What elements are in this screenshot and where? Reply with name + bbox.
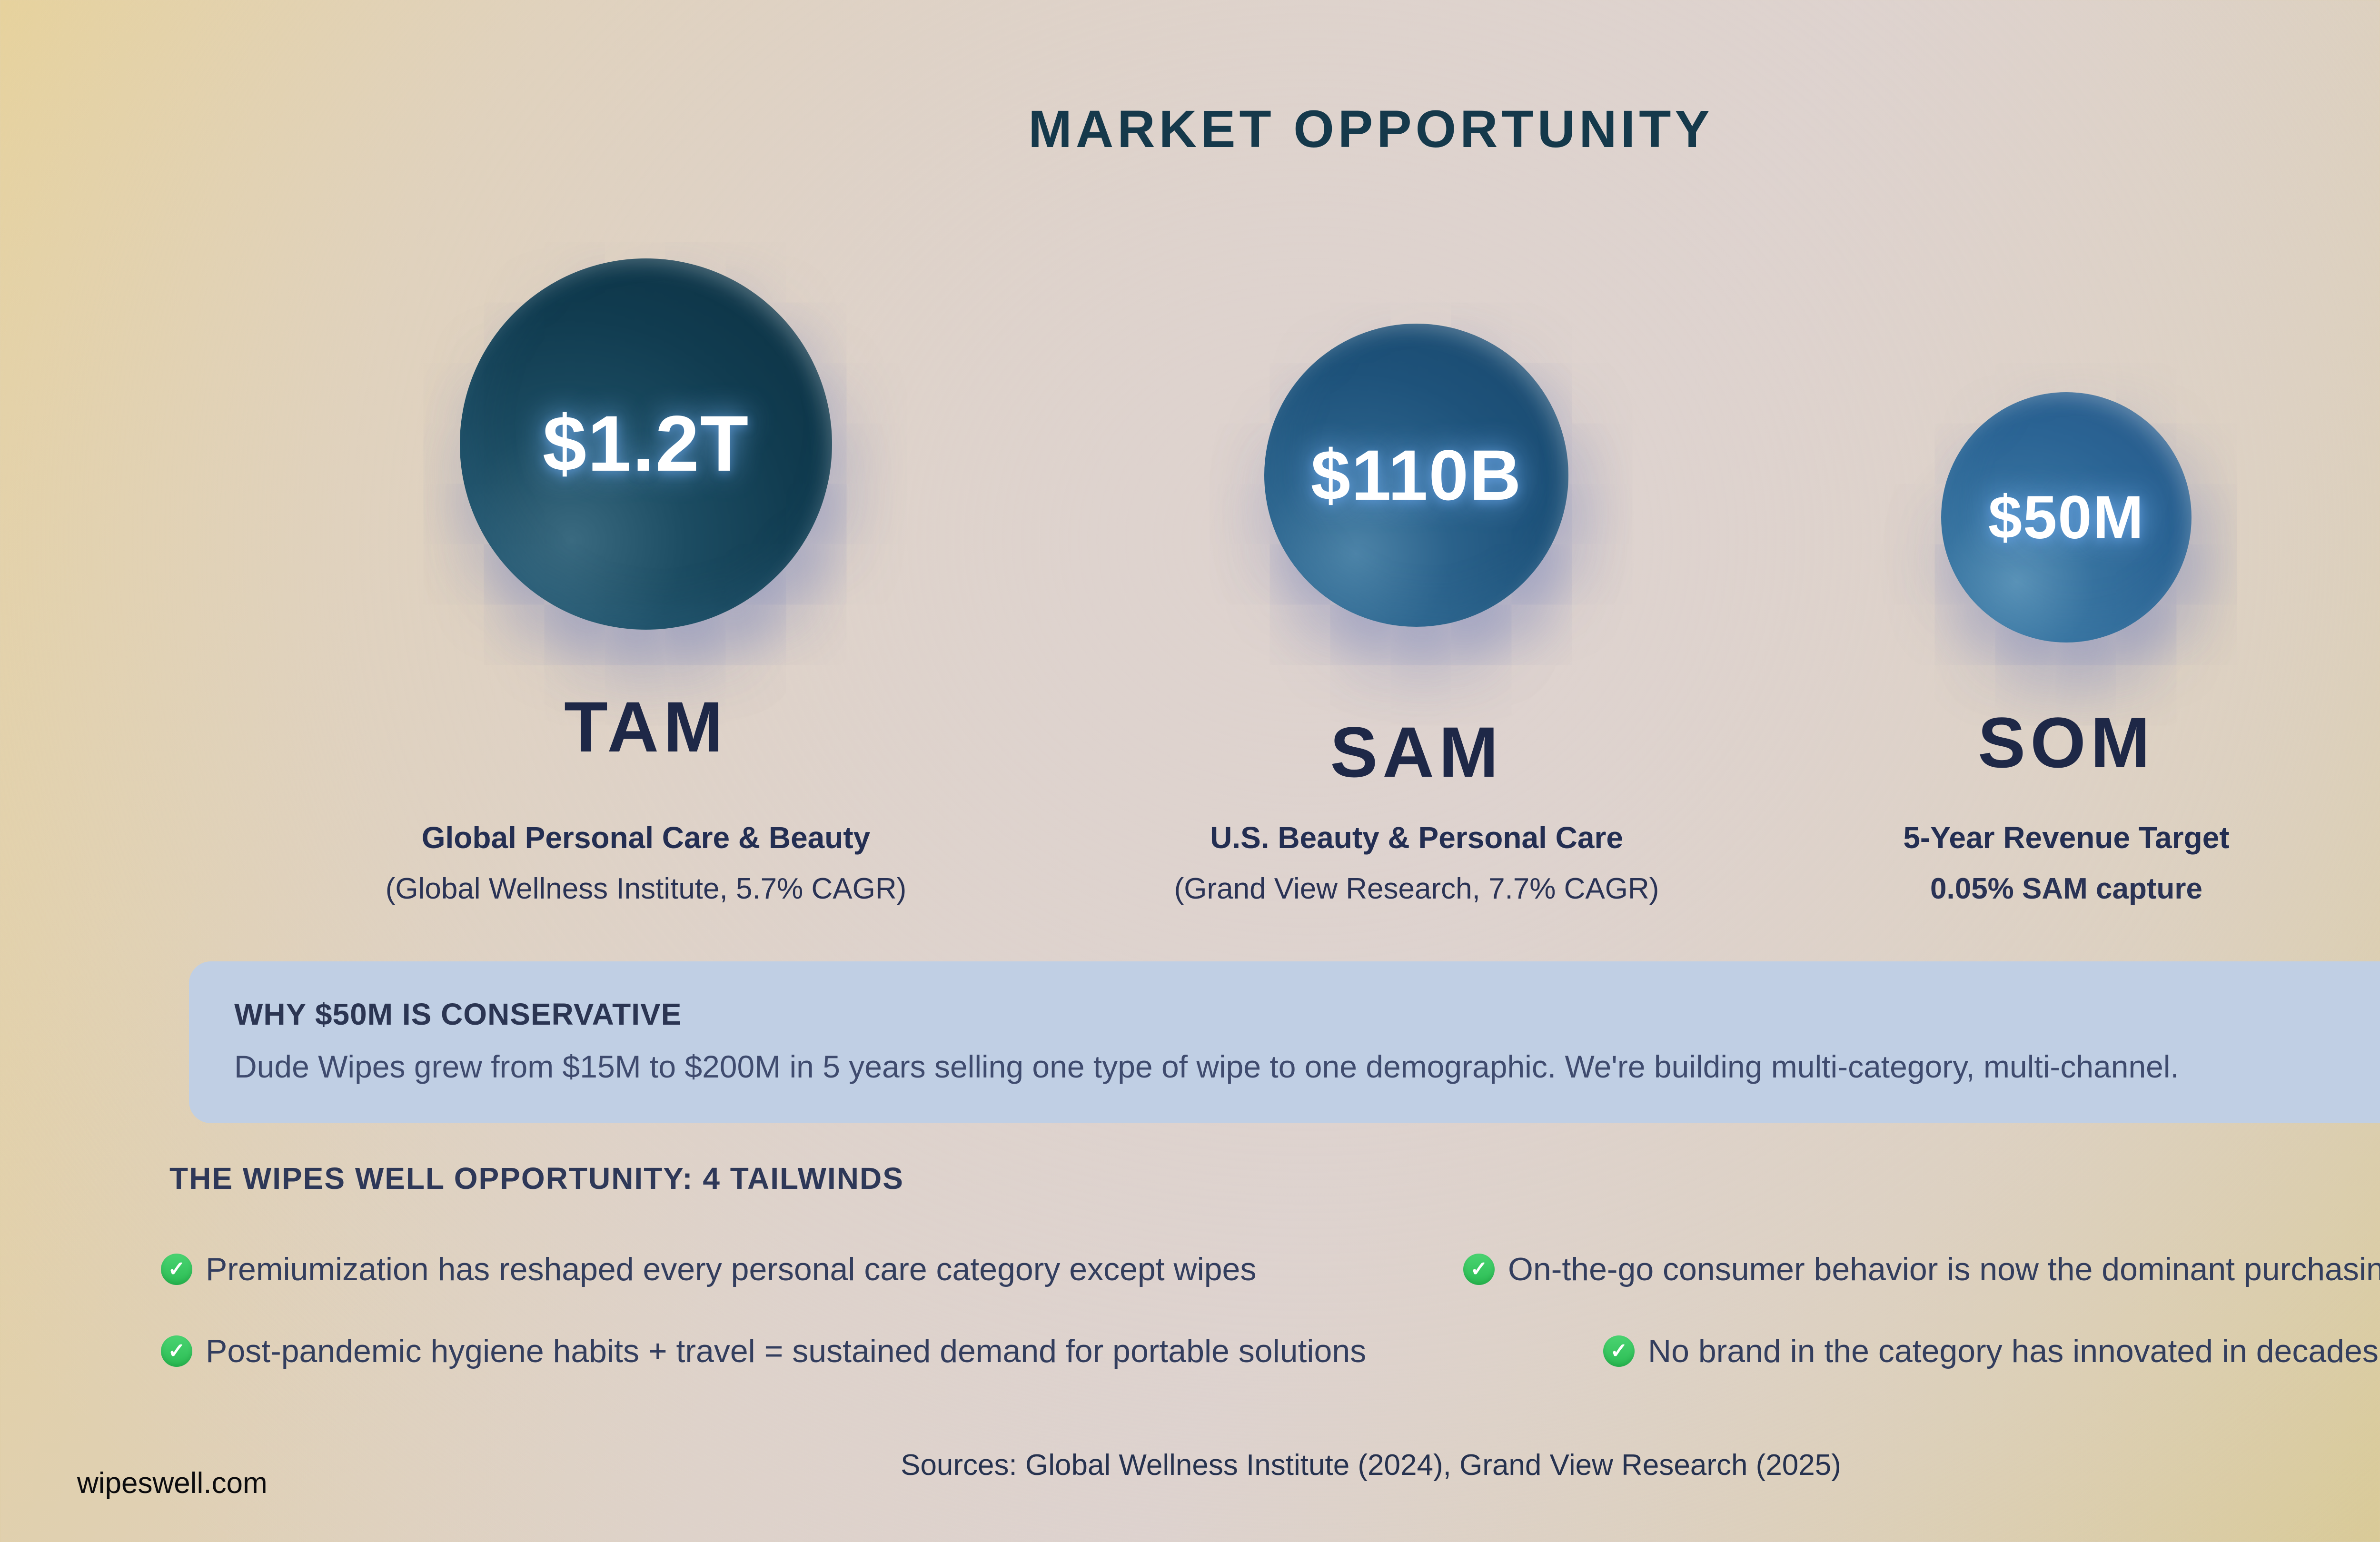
conservative-callout: WHY $50M IS CONSERVATIVE Dude Wipes grew… — [189, 961, 2380, 1123]
footer-website: wipeswell.com — [77, 1467, 268, 1500]
tailwind-text: On-the-go consumer behavior is now the d… — [1508, 1251, 2380, 1287]
check-icon: ✓ — [161, 1254, 192, 1285]
check-icon: ✓ — [1603, 1335, 1635, 1367]
tailwind-text: No brand in the category has innovated i… — [1648, 1333, 2379, 1369]
tam-column: TAM Global Personal Care & Beauty (Globa… — [265, 0, 1027, 1542]
som-description: 5-Year Revenue Target — [1903, 820, 2230, 855]
tam-value: $1.2T — [542, 400, 750, 488]
callout-body: Dude Wipes grew from $15M to $200M in 5 … — [234, 1049, 2179, 1084]
sam-label: SAM — [1330, 712, 1503, 792]
sam-column: SAM U.S. Beauty & Personal Care (Grand V… — [1036, 0, 1797, 1542]
som-circle: $50M — [1941, 392, 2192, 642]
page-title: MARKET OPPORTUNITY — [1028, 100, 1714, 158]
tailwind-text: Post-pandemic hygiene habits + travel = … — [206, 1333, 1367, 1369]
tailwinds-heading: THE WIPES WELL OPPORTUNITY: 4 TAILWINDS — [169, 1161, 904, 1196]
som-source: 0.05% SAM capture — [1930, 872, 2202, 905]
som-column: SOM 5-Year Revenue Target 0.05% SAM capt… — [1686, 0, 2380, 1542]
check-icon: ✓ — [1463, 1254, 1495, 1285]
check-icon: ✓ — [161, 1335, 192, 1367]
callout-heading: WHY $50M IS CONSERVATIVE — [234, 997, 682, 1031]
sam-source: (Grand View Research, 7.7% CAGR) — [1174, 872, 1659, 905]
tailwind-text: Premiumization has reshaped every person… — [206, 1251, 1257, 1287]
check-glyph: ✓ — [168, 1339, 186, 1363]
check-glyph: ✓ — [1610, 1339, 1628, 1363]
check-glyph: ✓ — [1470, 1257, 1488, 1281]
check-glyph: ✓ — [168, 1257, 186, 1281]
tailwind-item-no-innovation: ✓ No brand in the category has innovated… — [1603, 1333, 2379, 1370]
sam-circle: $110B — [1264, 324, 1568, 627]
tam-label: TAM — [564, 687, 728, 767]
tam-source: (Global Wellness Institute, 5.7% CAGR) — [385, 872, 907, 905]
tailwind-item-post-pandemic: ✓ Post-pandemic hygiene habits + travel … — [161, 1333, 1366, 1370]
tailwind-item-premiumization: ✓ Premiumization has reshaped every pers… — [161, 1251, 1256, 1288]
tam-description: Global Personal Care & Beauty — [421, 820, 871, 855]
footer-sources: Sources: Global Wellness Institute (2024… — [901, 1449, 1841, 1482]
tam-circle: $1.2T — [460, 258, 832, 630]
sam-value: $110B — [1310, 435, 1522, 515]
som-label: SOM — [1978, 702, 2155, 782]
sam-description: U.S. Beauty & Personal Care — [1210, 820, 1623, 855]
som-value: $50M — [1988, 483, 2145, 552]
tailwind-item-on-the-go: ✓ On-the-go consumer behavior is now the… — [1463, 1251, 2380, 1288]
